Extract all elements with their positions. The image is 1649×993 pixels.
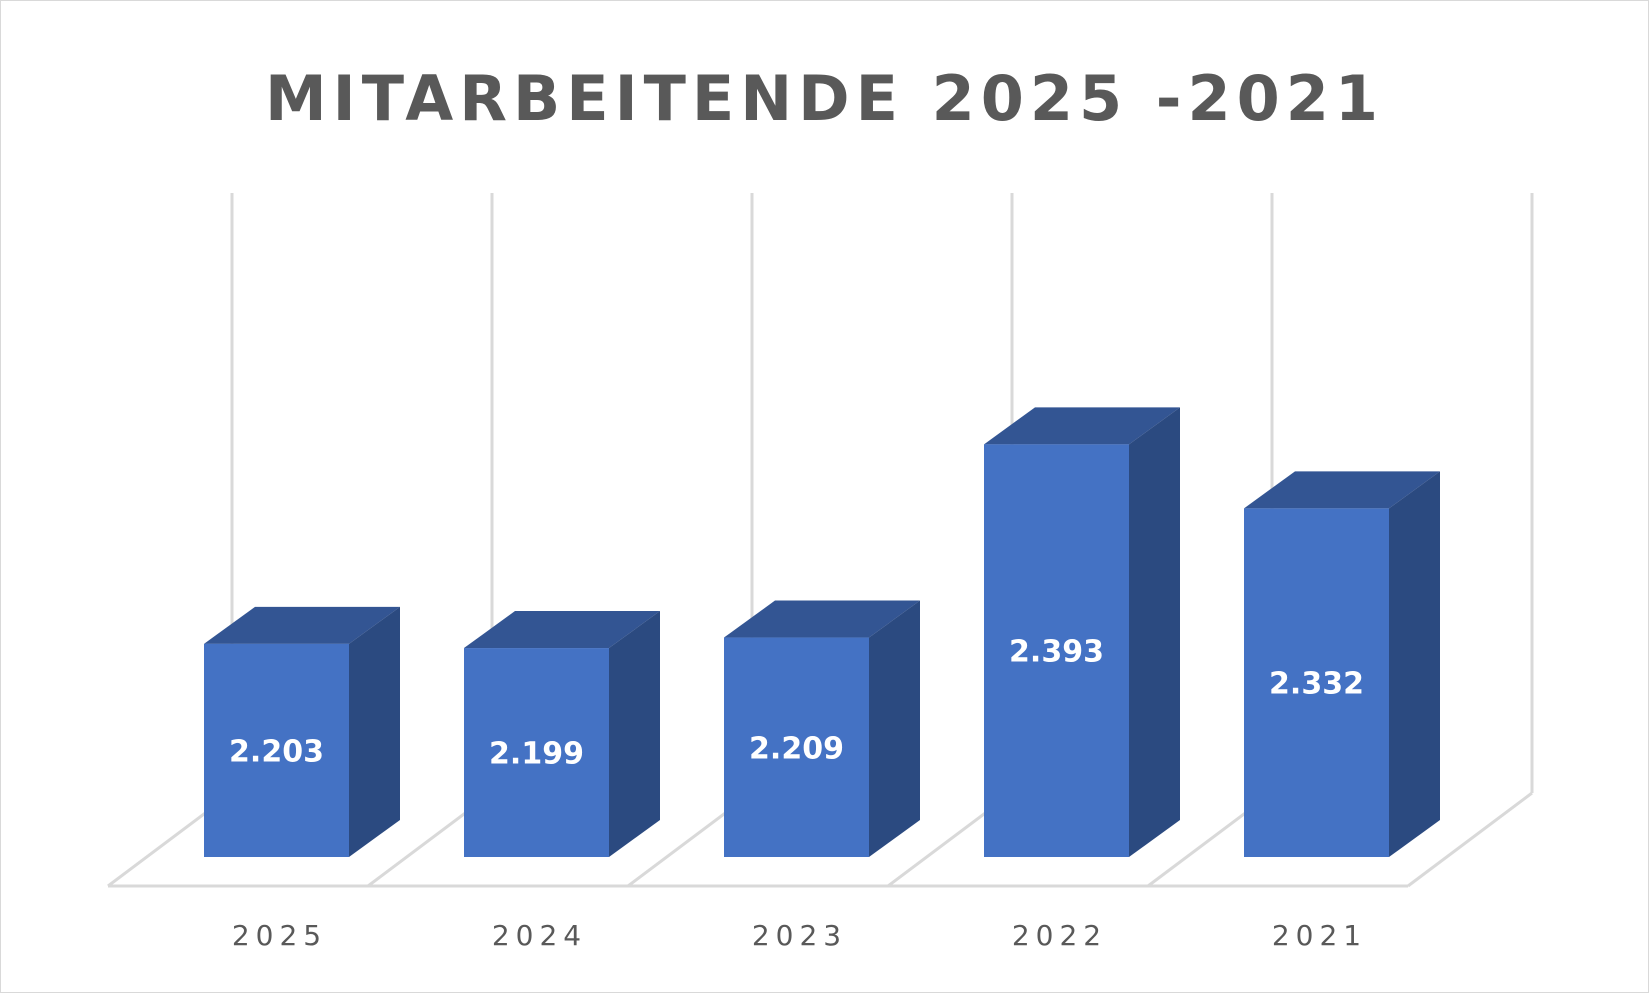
- bar-top: [1244, 471, 1440, 509]
- bar-top: [204, 606, 400, 644]
- bar: [984, 444, 1129, 857]
- bar-side: [869, 600, 920, 857]
- bar: [1244, 508, 1389, 857]
- bar-top: [984, 407, 1180, 445]
- bar-side: [349, 606, 400, 857]
- x-tick-label: 2021: [1272, 919, 1367, 952]
- bar: [464, 648, 609, 857]
- chart-title: MITARBEITENDE 2025 -2021: [264, 62, 1385, 135]
- bar-top: [464, 611, 660, 649]
- data-label: 2.209: [749, 731, 844, 766]
- bar-side: [1129, 407, 1180, 857]
- bar: [724, 637, 869, 857]
- data-label: 2.332: [1269, 667, 1364, 702]
- x-tick-label: 2025: [232, 919, 327, 952]
- x-tick-label: 2023: [752, 919, 847, 952]
- bar-top: [724, 600, 920, 638]
- data-label: 2.203: [229, 734, 324, 769]
- bars: [204, 407, 1440, 857]
- bar-side: [609, 611, 660, 857]
- bar-side: [1389, 471, 1440, 857]
- bar: [204, 643, 349, 857]
- labels: 2.203 2025 2.199 2024 2.209 2023 2.393 2022 2.33…: [229, 635, 1367, 952]
- floor-diagonal: [1407, 791, 1533, 888]
- data-label: 2.199: [489, 737, 584, 772]
- x-tick-label: 2022: [1012, 919, 1107, 952]
- data-label: 2.393: [1009, 635, 1104, 670]
- x-tick-label: 2024: [492, 919, 587, 952]
